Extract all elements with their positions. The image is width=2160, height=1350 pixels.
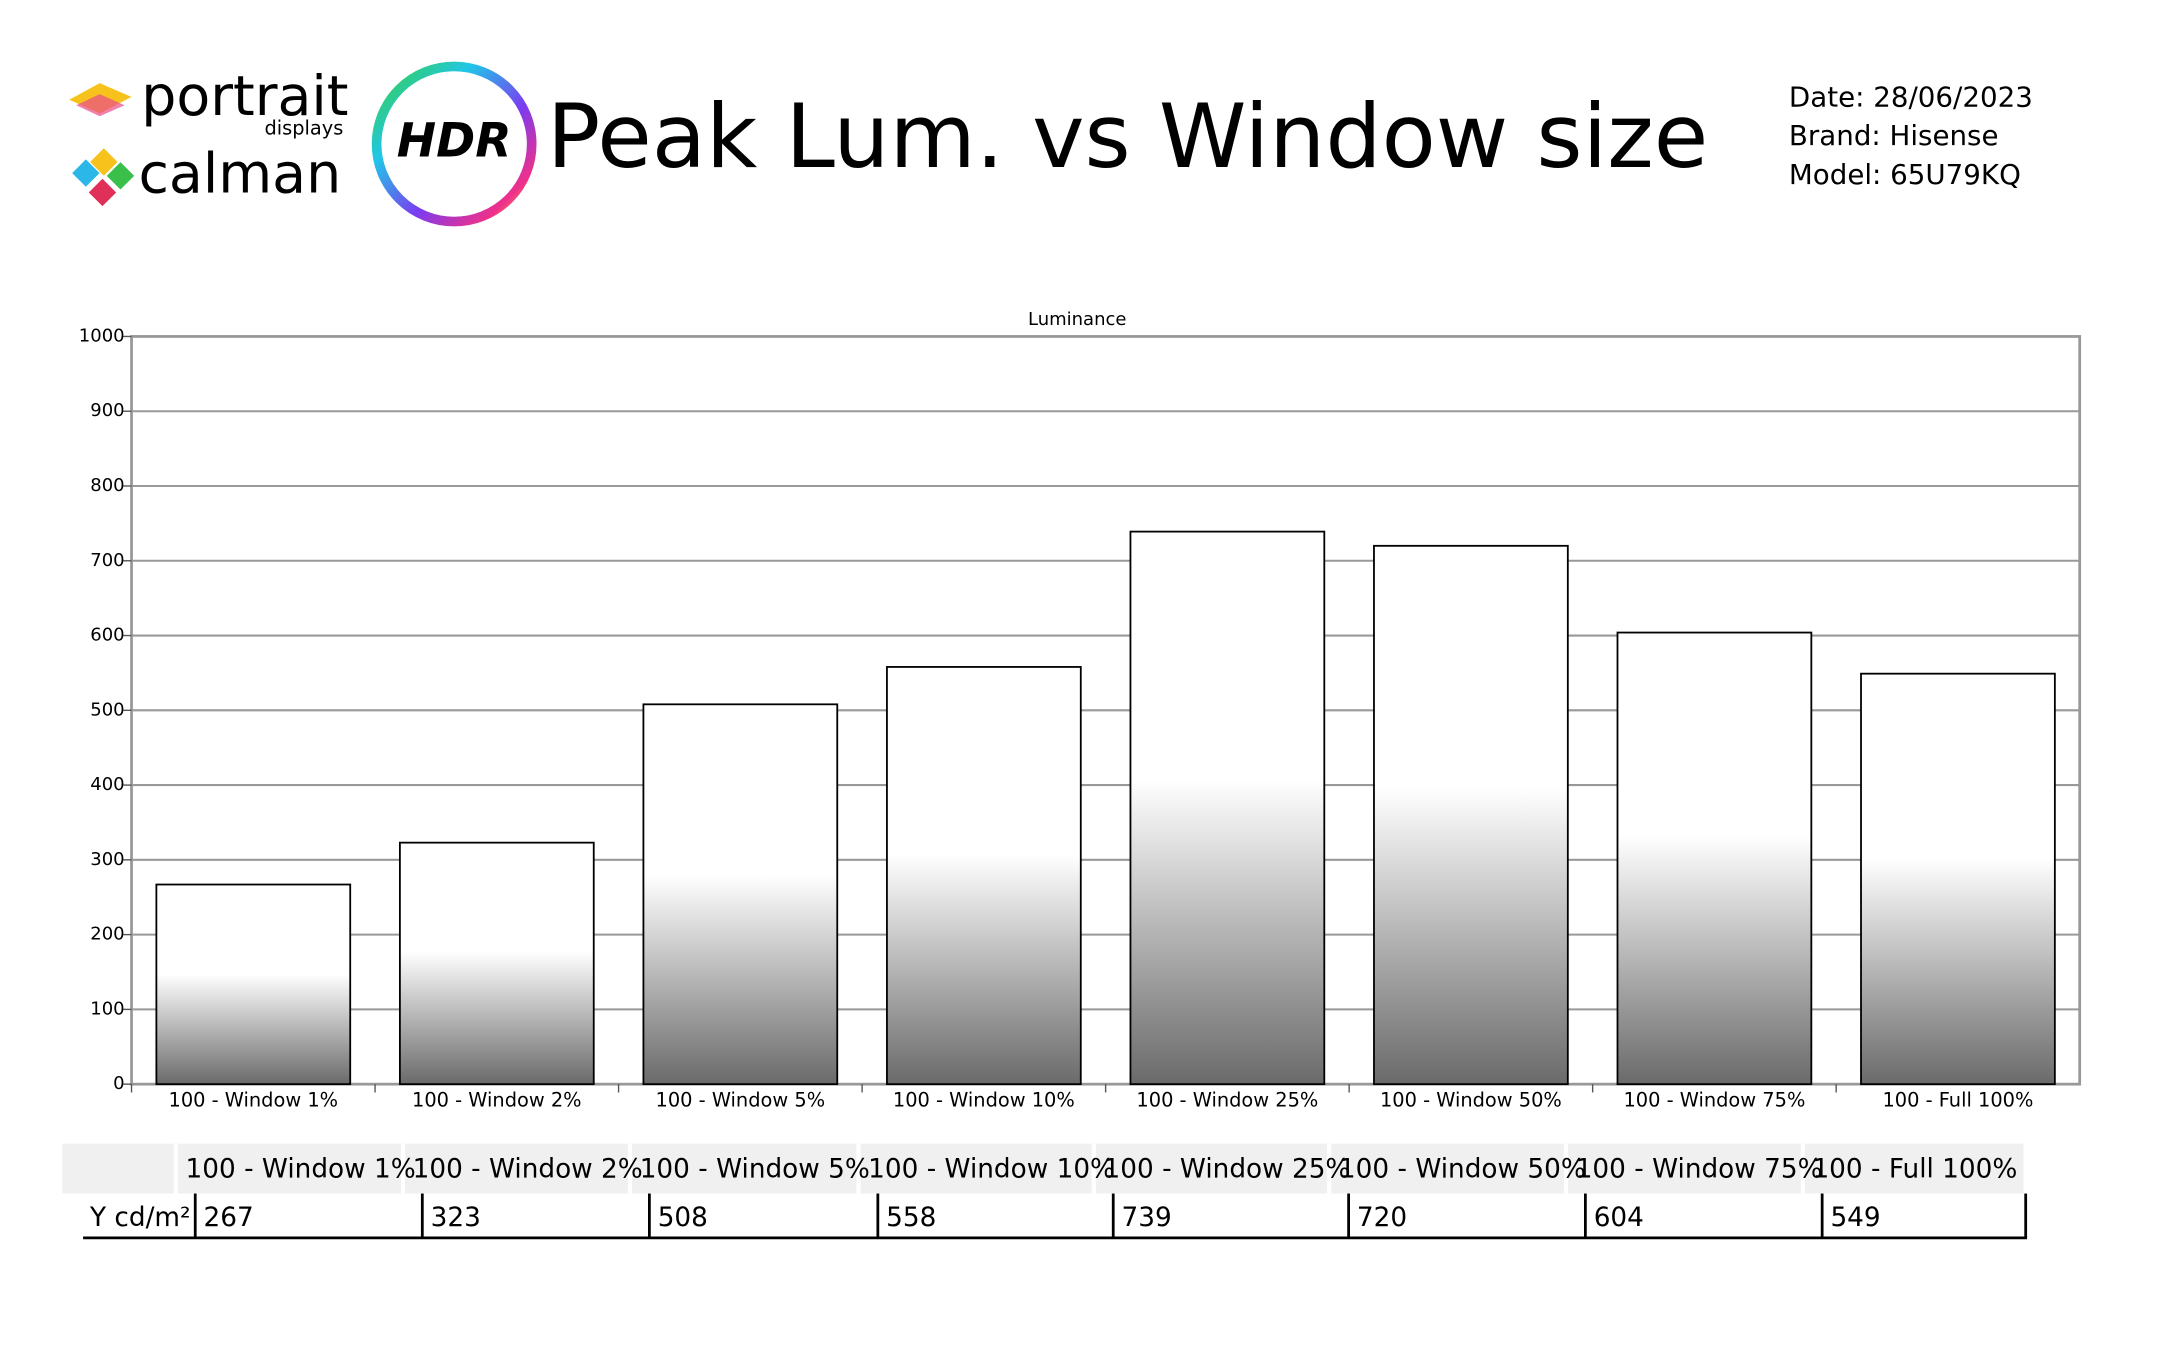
logo-portrait: portrait <box>141 65 348 129</box>
table-header: 100 - Window 1% <box>186 1155 416 1185</box>
bar <box>398 841 595 1086</box>
table-value: 508 <box>658 1203 708 1233</box>
x-tick-label: 100 - Window 75% <box>1623 1088 1805 1111</box>
table-header: 100 - Window 5% <box>640 1155 870 1185</box>
logo-displays: displays <box>264 116 343 139</box>
table-value: 267 <box>204 1203 254 1233</box>
page-title: Peak Lum. vs Window size <box>547 85 1708 188</box>
table-header: 100 - Window 50% <box>1339 1155 1586 1185</box>
x-tick-label: 100 - Window 50% <box>1380 1088 1562 1111</box>
table-header: 100 - Window 10% <box>868 1155 1115 1185</box>
table-header-bg <box>62 1143 2026 1194</box>
x-tick-label: 100 - Window 10% <box>893 1088 1075 1111</box>
y-tick-label: 700 <box>90 550 124 571</box>
x-tick-label: 100 - Window 2% <box>412 1088 582 1111</box>
table-value: 604 <box>1594 1203 1644 1233</box>
table-value: 720 <box>1357 1203 1407 1233</box>
logo: portrait displays calman HDR <box>69 61 537 227</box>
y-tick-label: 0 <box>113 1073 124 1094</box>
bar <box>1860 672 2056 1086</box>
bar <box>1129 530 1326 1086</box>
x-tick-label: 100 - Window 25% <box>1136 1088 1318 1111</box>
bar <box>886 666 1082 1086</box>
x-tick-label: 100 - Full 100% <box>1882 1088 2033 1111</box>
chart: 0 100 200 300 400 500 600 700 800 900 1000 100 - Wi… <box>79 325 2082 1111</box>
table-header: 100 - Window 25% <box>1104 1155 1351 1185</box>
table-row-label: Y cd/m² <box>89 1203 191 1233</box>
bar <box>642 703 839 1086</box>
logo-calman: calman <box>138 142 341 206</box>
table-header: 100 - Full 100% <box>1812 1155 2017 1185</box>
y-tick-label: 400 <box>90 774 124 795</box>
date: Date: 28/06/2023 <box>1789 80 2033 113</box>
y-tick-label: 900 <box>90 400 124 421</box>
data-table: Y cd/m² 100 - Window 1% 267 100 - Window 2%… <box>62 1143 2028 1240</box>
y-tick-label: 300 <box>90 849 124 870</box>
y-tick-label: 500 <box>90 699 124 720</box>
logo-hdr: HDR <box>397 114 512 169</box>
model: Model: 65U79KQ <box>1789 158 2021 191</box>
table-value: 739 <box>1122 1203 1172 1233</box>
table-header: 100 - Window 2% <box>413 1155 643 1185</box>
table-value: 549 <box>1830 1203 1880 1233</box>
table-value: 323 <box>431 1203 481 1233</box>
y-tick-label: 1000 <box>79 325 125 346</box>
y-tick-label: 100 <box>90 998 124 1019</box>
chart-title: Luminance <box>1028 309 1126 330</box>
y-tick-label: 600 <box>90 625 124 646</box>
y-tick-label: 200 <box>90 924 124 945</box>
bar <box>155 883 352 1086</box>
x-tick-label: 100 - Window 1% <box>169 1088 339 1111</box>
y-tick-label: 800 <box>90 475 124 496</box>
bar <box>1616 631 1813 1086</box>
brand: Brand: Hisense <box>1789 119 1999 152</box>
table-value: 558 <box>886 1203 936 1233</box>
x-tick-label: 100 - Window 5% <box>656 1088 826 1111</box>
bar <box>1373 544 1569 1086</box>
table-header: 100 - Window 75% <box>1576 1155 1823 1185</box>
